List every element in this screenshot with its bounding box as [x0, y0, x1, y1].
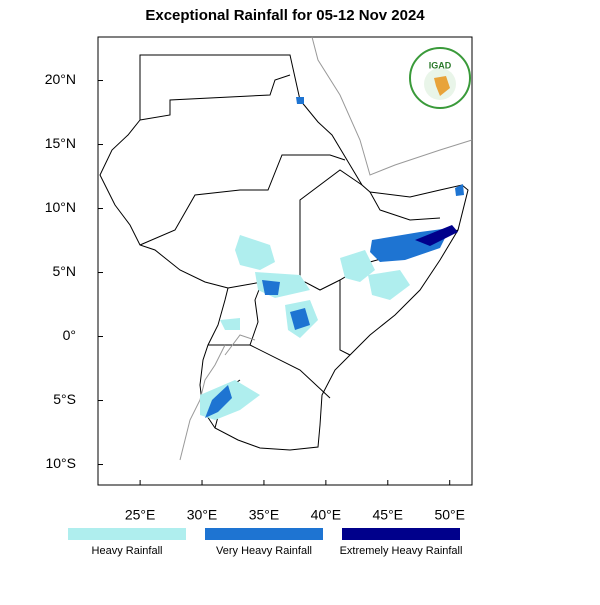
legend-label: Heavy Rainfall: [92, 545, 163, 557]
y-tick-label: 5°S: [53, 391, 76, 407]
legend-swatch: [342, 528, 460, 540]
y-tick-label: 20°N: [45, 71, 76, 87]
y-tick-label: 15°N: [45, 135, 76, 151]
y-tick-label: 0°: [63, 327, 76, 343]
y-tick-label: 10°N: [45, 199, 76, 215]
axes: 25°E 30°E 35°E 40°E 45°E 50°E 20°N 15°N 10°N 5°N 0…: [45, 71, 465, 522]
rain-extremely-heavy: [415, 225, 458, 246]
x-tick-label: 30°E: [187, 507, 218, 523]
igad-logo: IGAD: [409, 47, 471, 109]
legend-swatch: [68, 528, 186, 540]
y-tick-label: 10°S: [45, 455, 76, 471]
logo-text: IGAD: [429, 60, 452, 70]
x-tick-label: 35°E: [249, 507, 280, 523]
x-tick-label: 45°E: [373, 507, 404, 523]
legend-label: Extremely Heavy Rainfall: [340, 545, 463, 557]
legend-label: Very Heavy Rainfall: [216, 545, 312, 557]
legend: Heavy Rainfall Very Heavy Rainfall Extreme…: [68, 528, 462, 557]
map-frame: [97, 36, 473, 486]
x-tick-label: 40°E: [311, 507, 342, 523]
map-sea-lines: [179, 36, 473, 461]
legend-swatch: [205, 528, 323, 540]
x-tick-label: 50°E: [434, 507, 465, 523]
y-tick-label: 5°N: [53, 263, 77, 279]
map-title: Exceptional Rainfall for 05-12 Nov 2024: [145, 7, 425, 24]
x-tick-label: 25°E: [125, 507, 156, 523]
